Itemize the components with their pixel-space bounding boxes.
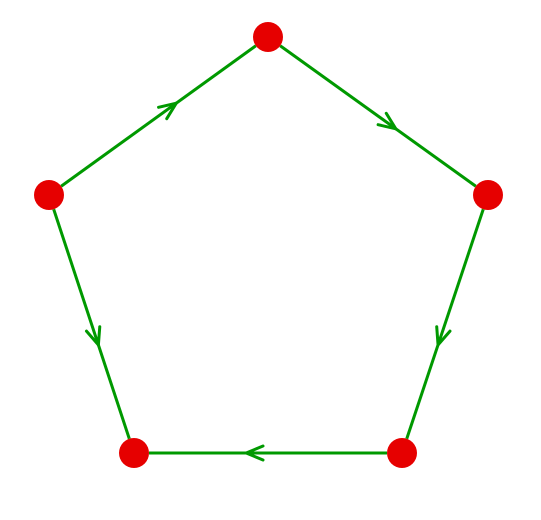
edge-left-bleft bbox=[54, 209, 130, 439]
arrow-left-bleft bbox=[98, 327, 99, 345]
node-top bbox=[253, 22, 283, 52]
edge-left-top bbox=[61, 46, 256, 186]
edges-group bbox=[54, 46, 484, 460]
node-left bbox=[34, 180, 64, 210]
nodes-group bbox=[34, 22, 503, 468]
edge-right-bright bbox=[407, 209, 484, 439]
node-bleft bbox=[119, 438, 149, 468]
pentagon-digraph bbox=[0, 0, 541, 520]
node-right bbox=[473, 180, 503, 210]
node-bright bbox=[387, 438, 417, 468]
edge-top-right bbox=[280, 46, 476, 187]
arrow-right-bright bbox=[437, 327, 438, 345]
